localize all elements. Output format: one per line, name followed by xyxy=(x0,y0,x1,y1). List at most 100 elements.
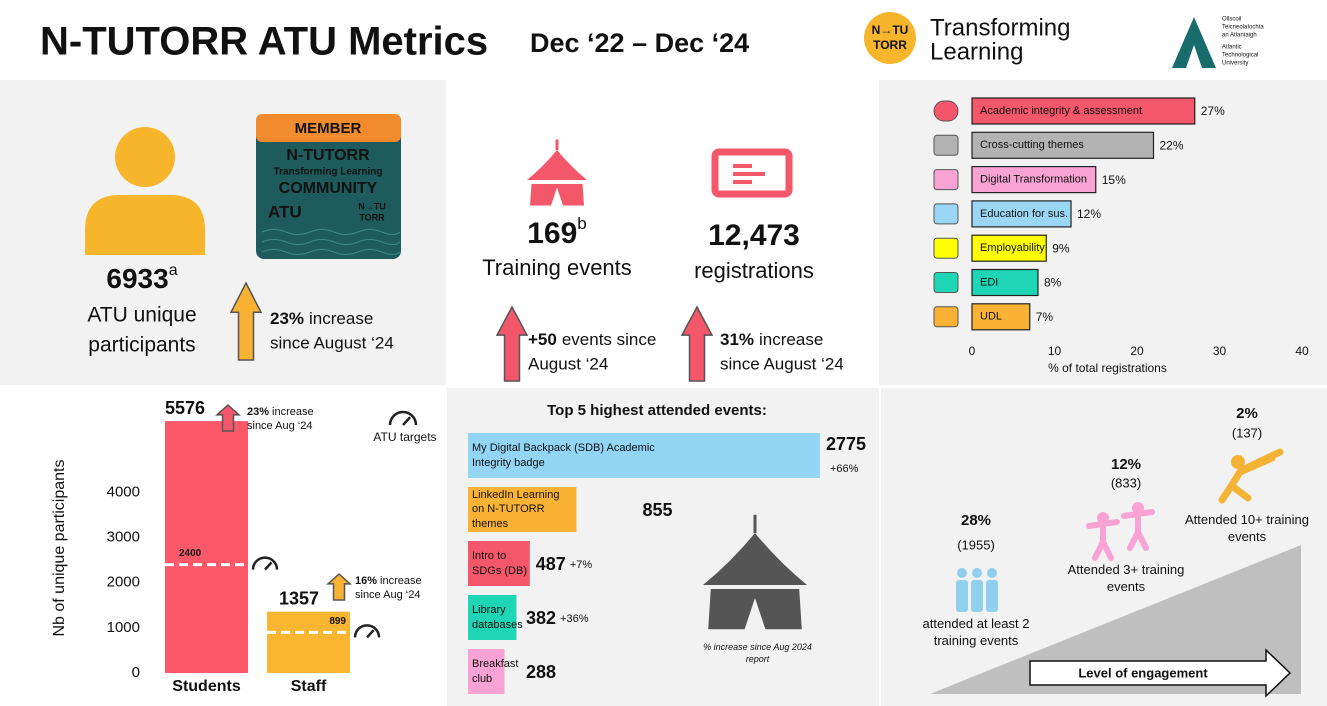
engagement-text: attended at least 2 training events xyxy=(922,616,1030,648)
badge-text: N→TU xyxy=(358,201,386,211)
bar-category-label-box: Breakfast club xyxy=(472,658,518,684)
up-arrow xyxy=(495,305,529,382)
change-label: +36% xyxy=(560,613,589,625)
bar xyxy=(971,200,1072,228)
logo-text: Learning xyxy=(930,38,1023,65)
bar-category-label: LinkedIn Learning on N-TUTORR themes xyxy=(472,489,560,530)
bar xyxy=(971,97,1196,125)
badge-text: TORR xyxy=(359,212,385,222)
value-label: 5576 xyxy=(165,398,205,418)
period: Dec ‘22 – Dec ‘24 xyxy=(530,28,749,58)
person-icon xyxy=(115,127,175,187)
bar xyxy=(468,487,577,532)
university-name: Technological xyxy=(1222,53,1258,59)
chart-note: % increase since Aug 2024 report xyxy=(703,642,812,664)
bar xyxy=(971,166,1097,194)
chart-title: Top 5 highest attended events: xyxy=(547,402,767,419)
chart-note-box: % increase since Aug 2024 report xyxy=(703,642,812,664)
badge xyxy=(256,114,401,259)
up-arrow xyxy=(229,281,263,361)
y-tick-label: 1000 xyxy=(107,619,140,636)
engagement-text: Attended 3+ training events xyxy=(1067,562,1185,594)
participants-value-part: a xyxy=(169,262,178,279)
increase-note-part: increase xyxy=(272,406,314,418)
value-label: 382 xyxy=(526,608,556,628)
tent-icon xyxy=(527,150,587,180)
increase-note: 16% increase xyxy=(355,575,422,587)
bar xyxy=(468,649,505,694)
x-tick-label: 40 xyxy=(1295,344,1309,358)
x-tick-label: 10 xyxy=(1048,344,1062,358)
up-arrow xyxy=(680,305,714,382)
bar-category-label-box: Intro to SDGs (DB) xyxy=(472,550,527,576)
y-tick-label: 4000 xyxy=(107,483,140,500)
value-label: 15% xyxy=(1102,173,1126,187)
events-label: Training events xyxy=(482,255,632,280)
participants-increase-part: 23% xyxy=(270,309,304,328)
value-label: 27% xyxy=(1201,104,1225,118)
category-icon xyxy=(933,100,959,122)
bar-category-label: UDL xyxy=(980,311,1002,323)
people-icon xyxy=(957,568,967,578)
events-value-part: b xyxy=(577,214,586,233)
events-increase-part: events since xyxy=(562,330,657,349)
x-axis-label: % of total registrations xyxy=(1048,361,1167,375)
category-icon xyxy=(933,169,959,191)
participants-value: 6933a xyxy=(106,262,177,294)
y-axis-label: Nb of unique participants xyxy=(51,460,68,637)
gauge-icon xyxy=(264,561,273,571)
badge-wave xyxy=(261,239,401,245)
bar xyxy=(267,611,350,673)
badge-text: COMMUNITY xyxy=(279,180,378,197)
value-label: 2775 xyxy=(826,434,866,454)
bar xyxy=(468,433,820,478)
atu-logo xyxy=(1186,45,1202,68)
up-arrow xyxy=(326,572,352,601)
bar xyxy=(971,303,1031,331)
bar-category-label-box: Library databases xyxy=(472,604,523,630)
category-icon xyxy=(933,203,959,225)
bar xyxy=(971,268,1039,297)
x-tick-label: Students xyxy=(172,678,241,695)
title: N-TUTORR ATU Metrics xyxy=(40,20,488,64)
target-label: 899 xyxy=(329,616,346,627)
engagement-percent: 28% xyxy=(961,512,991,529)
category-icon xyxy=(933,237,959,259)
y-tick-label: 3000 xyxy=(107,528,140,545)
university-name: University xyxy=(1222,61,1248,67)
badge-text: Transforming Learning xyxy=(274,167,383,178)
logo-mark: N→TU xyxy=(872,23,909,37)
people-icon xyxy=(986,580,998,612)
y-tick-label: 0 xyxy=(132,664,140,681)
events-increase-part: +50 xyxy=(528,330,557,349)
value-label: 9% xyxy=(1052,241,1070,255)
logo-circle xyxy=(864,12,916,64)
engagement-text: Attended 10+ training events xyxy=(1185,512,1309,544)
people-icon xyxy=(956,580,968,612)
tent-icon xyxy=(708,589,802,630)
value-label: 855 xyxy=(642,500,672,520)
increase-note-part: 16% xyxy=(355,575,377,587)
change-label: +7% xyxy=(570,559,593,571)
y-tick-label: 2000 xyxy=(107,574,140,591)
tent-icon xyxy=(530,184,584,206)
people-icon xyxy=(987,568,997,578)
bar-category-label-box: My Digital Backpack (SDB) Academic Integ… xyxy=(472,442,655,468)
x-tick-label: 0 xyxy=(969,344,976,358)
university-name: an Atlantaigh xyxy=(1222,33,1257,39)
atu-logo xyxy=(1172,17,1216,68)
person-icon xyxy=(85,195,205,255)
engagement-percent: 12% xyxy=(1111,456,1141,473)
increase-note: since Aug ‘24 xyxy=(247,420,312,432)
university-name: Ollscoil xyxy=(1222,17,1241,23)
engagement-count: (833) xyxy=(1111,475,1141,490)
bar xyxy=(468,595,517,640)
panel xyxy=(879,80,1327,385)
bar-category-label: Digital Transformation xyxy=(980,174,1087,186)
events-value-part: 169 xyxy=(527,217,577,250)
badge-wave xyxy=(261,229,401,235)
engagement-label: Level of engagement xyxy=(1078,665,1208,680)
tent-icon xyxy=(703,533,807,585)
badge-text: MEMBER xyxy=(295,120,362,137)
